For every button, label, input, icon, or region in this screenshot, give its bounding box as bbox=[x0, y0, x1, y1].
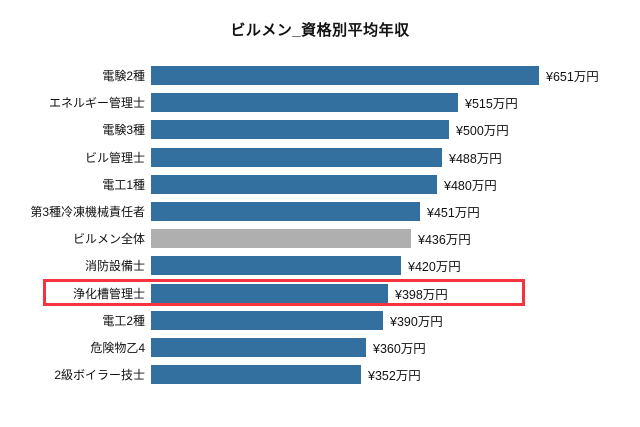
bar bbox=[151, 174, 437, 194]
bar-zone: ¥360万円 bbox=[151, 337, 640, 357]
category-label: エネルギー管理士 bbox=[48, 96, 145, 111]
bar-zone: ¥651万円 bbox=[151, 66, 640, 86]
bar-zone: ¥480万円 bbox=[151, 174, 640, 194]
bar-row: 浄化槽管理士 ¥398万円 bbox=[0, 280, 640, 307]
bar-zone: ¥436万円 bbox=[151, 229, 640, 249]
bar-row: 消防設備士 ¥420万円 bbox=[0, 252, 640, 279]
bar-zone: ¥488万円 bbox=[151, 147, 640, 167]
bar bbox=[151, 202, 420, 222]
category-label: ビルメン全体 bbox=[72, 232, 145, 247]
bar-row: 電工2種 ¥390万円 bbox=[0, 307, 640, 334]
bar bbox=[151, 337, 366, 357]
category-label: 2級ボイラー技士 bbox=[54, 368, 145, 383]
bar-row: 電工1種 ¥480万円 bbox=[0, 171, 640, 198]
value-label: ¥398万円 bbox=[395, 287, 448, 302]
category-label: 電験2種 bbox=[102, 69, 145, 84]
bar bbox=[151, 229, 411, 249]
bar bbox=[151, 256, 401, 276]
category-label: 消防設備士 bbox=[84, 259, 145, 274]
bar bbox=[151, 310, 383, 330]
bar-row: 電験3種 ¥500万円 bbox=[0, 116, 640, 143]
bar bbox=[151, 147, 442, 167]
category-label: ビル管理士 bbox=[84, 150, 145, 165]
category-label: 浄化槽管理士 bbox=[72, 286, 145, 301]
bar-zone: ¥515万円 bbox=[151, 93, 640, 113]
value-label: ¥480万円 bbox=[444, 178, 497, 193]
bar bbox=[151, 66, 539, 86]
category-label: 電験3種 bbox=[102, 123, 145, 138]
value-label: ¥515万円 bbox=[465, 97, 518, 112]
bar bbox=[151, 93, 458, 113]
value-label: ¥420万円 bbox=[408, 260, 461, 275]
bar-zone: ¥420万円 bbox=[151, 256, 640, 276]
value-label: ¥651万円 bbox=[546, 70, 599, 85]
bar-row: ビルメン全体 ¥436万円 bbox=[0, 225, 640, 252]
value-label: ¥360万円 bbox=[373, 341, 426, 356]
value-label: ¥488万円 bbox=[449, 151, 502, 166]
bar bbox=[151, 120, 449, 140]
bar-zone: ¥352万円 bbox=[151, 365, 640, 385]
value-label: ¥390万円 bbox=[390, 314, 443, 329]
category-label: 電工1種 bbox=[102, 177, 145, 192]
value-label: ¥352万円 bbox=[368, 369, 421, 384]
bar-zone: ¥398万円 bbox=[151, 283, 640, 303]
category-label: 電工2種 bbox=[102, 313, 145, 328]
bar-row: 電験2種 ¥651万円 bbox=[0, 62, 640, 89]
bar bbox=[151, 283, 388, 303]
bar bbox=[151, 365, 361, 385]
bar-zone: ¥390万円 bbox=[151, 310, 640, 330]
bar-row: 2級ボイラー技士 ¥352万円 bbox=[0, 361, 640, 388]
bar-row: エネルギー管理士 ¥515万円 bbox=[0, 89, 640, 116]
bar-zone: ¥451万円 bbox=[151, 202, 640, 222]
value-label: ¥451万円 bbox=[427, 206, 480, 221]
bar-zone: ¥500万円 bbox=[151, 120, 640, 140]
bar-chart: 電験2種 ¥651万円エネルギー管理士 ¥515万円電験3種 ¥500万円ビル管理士 ¥… bbox=[0, 62, 640, 388]
bar-row: 危険物乙4 ¥360万円 bbox=[0, 334, 640, 361]
value-label: ¥500万円 bbox=[456, 124, 509, 139]
bar-row: ビル管理士 ¥488万円 bbox=[0, 144, 640, 171]
chart-title: ビルメン_資格別平均年収 bbox=[230, 22, 410, 39]
value-label: ¥436万円 bbox=[418, 233, 471, 248]
category-label: 危険物乙4 bbox=[90, 340, 145, 355]
bar-row: 第3種冷凍機械責任者 ¥451万円 bbox=[0, 198, 640, 225]
category-label: 第3種冷凍機械責任者 bbox=[30, 205, 145, 220]
